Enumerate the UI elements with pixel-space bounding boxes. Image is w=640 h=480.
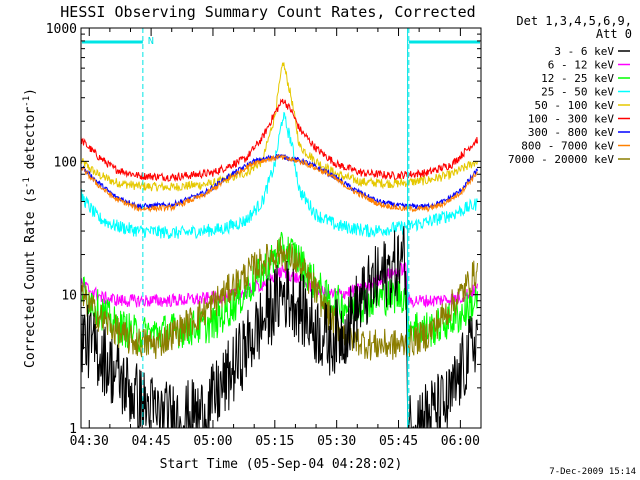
plot-frame xyxy=(80,27,482,429)
night-marker-label: N xyxy=(148,36,154,47)
legend-label: 12 - 25 keV xyxy=(541,72,614,85)
footer-date: 7-Dec-2009 15:14 xyxy=(549,467,636,477)
y-tick-label: 100 xyxy=(54,155,77,170)
legend-label: 25 - 50 keV xyxy=(541,86,614,99)
x-tick-label: 04:45 xyxy=(132,434,171,449)
series-line-100-300-kevkev xyxy=(81,98,478,183)
x-tick-label: 06:00 xyxy=(441,434,480,449)
legend-label: 100 - 300 keV xyxy=(528,113,614,126)
series-line-25-50-kevkev xyxy=(81,111,478,239)
y-tick-label: 1000 xyxy=(46,22,77,37)
series-line-6-12-kevkev xyxy=(81,262,478,309)
y-tick-label: 1 xyxy=(69,422,77,437)
x-tick-label: 05:15 xyxy=(255,434,294,449)
chart-title: HESSI Observing Summary Count Rates, Cor… xyxy=(60,3,475,21)
x-tick-label: 05:30 xyxy=(317,434,356,449)
x-tick-label: 05:45 xyxy=(379,434,418,449)
legend-label: 6 - 12 keV xyxy=(548,59,615,72)
series-line-3-6-kevkev xyxy=(81,225,478,428)
series-line-7000-20000-kevkev xyxy=(81,237,478,361)
legend-label: 50 - 100 keV xyxy=(535,99,615,112)
legend-label: 300 - 800 keV xyxy=(528,126,614,139)
legend-header-attenuator: Att 0 xyxy=(596,27,632,41)
y-axis-label: Corrected Count Rate (s-1 detector-1) xyxy=(22,88,38,368)
series-line-800-7000-kevkev xyxy=(81,154,478,213)
x-tick-label: 05:00 xyxy=(193,434,232,449)
series-line-50-100-kevkev xyxy=(81,62,478,192)
legend-label: 7000 - 20000 keV xyxy=(508,153,614,166)
legend-header-detectors: Det 1,3,4,5,6,9, xyxy=(516,14,632,28)
legend-label: 800 - 7000 keV xyxy=(521,140,614,153)
x-axis-label: Start Time (05-Sep-04 04:28:02) xyxy=(160,457,403,472)
legend-label: 3 - 6 keV xyxy=(554,45,614,58)
x-tick-label: 04:30 xyxy=(70,434,109,449)
y-tick-label: 10 xyxy=(61,289,77,304)
